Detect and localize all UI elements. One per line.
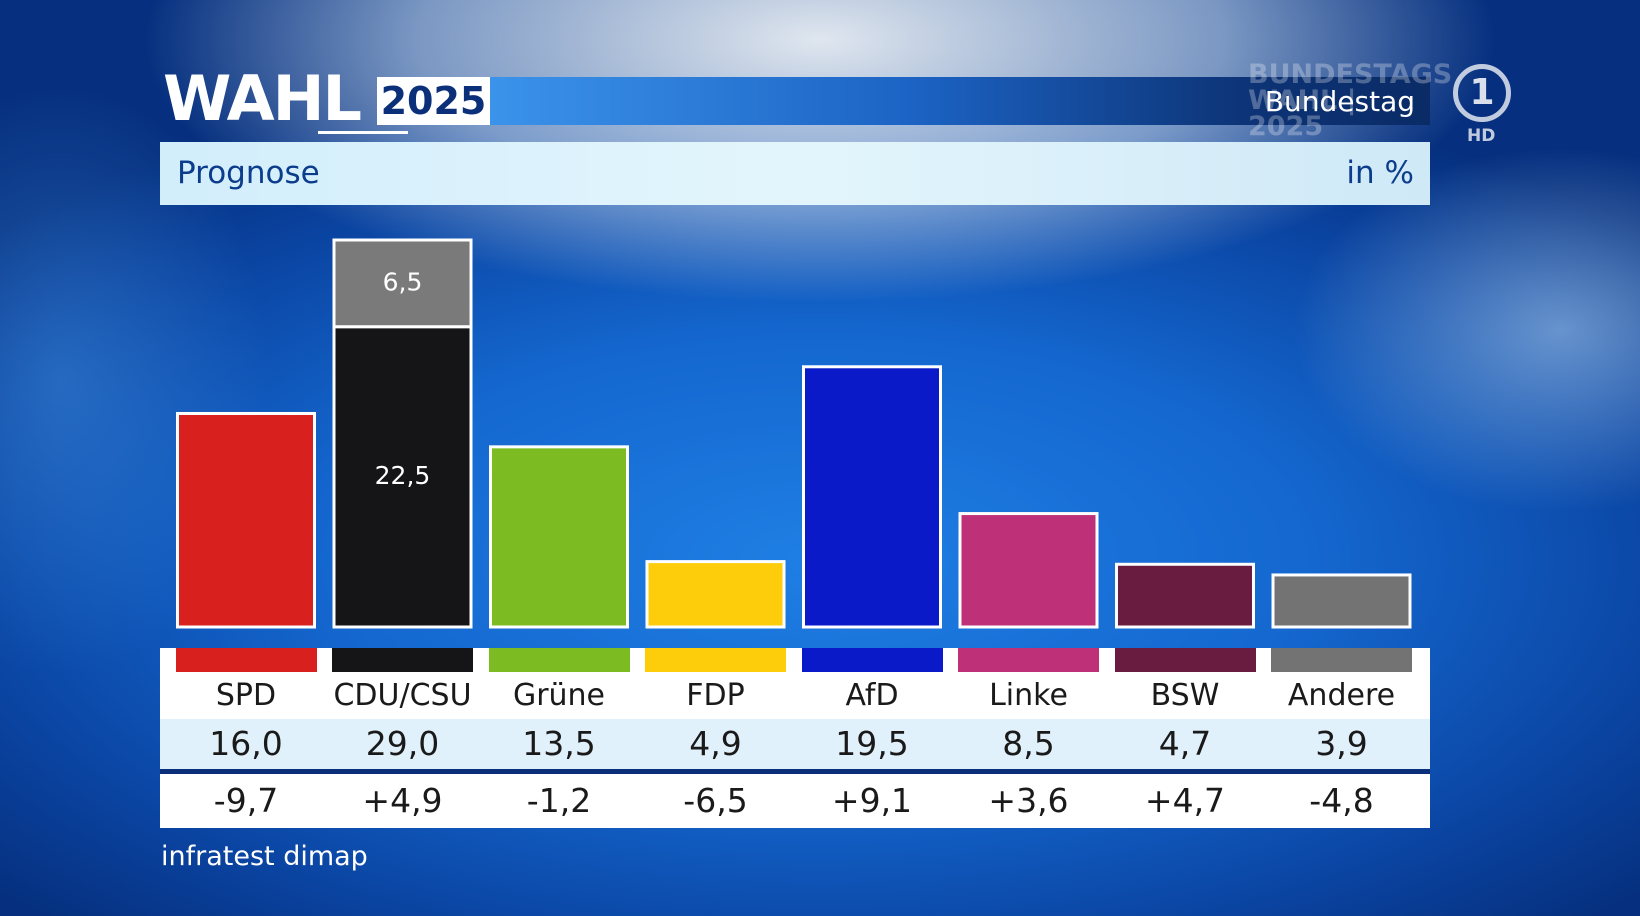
bar-bsw [1115,562,1255,629]
header-subtitle: Bundestag [1264,85,1415,118]
wahl-logo-text: WAHL [163,62,362,135]
bar-afd [802,365,942,629]
party-color-swatch-fdp [645,648,786,672]
party-color-swatch-afd [801,648,943,672]
party-name-afd: AfD [845,678,899,713]
party-color-swatch-cdu-csu [332,648,473,672]
party-value-cdu-csu: 29,0 [365,724,440,763]
party-name-linke: Linke [989,678,1068,713]
bar-fdp [645,560,786,629]
bundestagswahl-watermark: BUNDESTAGS WAHL | 2025 [1248,59,1453,142]
party-difference-cdu-csu: +4,9 [362,781,443,820]
party-name-spd: SPD [215,678,277,713]
party-value-linke: 8,5 [1002,724,1055,763]
hd-badge: HD [1467,126,1496,146]
das-erste-logo-icon: 1 [1453,64,1511,122]
source-note: infratest dimap [161,841,368,872]
party-value-bsw: 4,7 [1158,724,1212,763]
party-difference-linke: +3,6 [988,781,1069,820]
party-color-swatch-linke [958,648,1099,672]
bar-andere [1271,573,1412,629]
party-value-spd: 16,0 [209,724,283,763]
logo-underline [318,131,408,134]
bar-gruene [489,445,629,629]
wahl-logo-year: 2025 [377,77,490,125]
party-value-afd: 19,5 [835,724,909,763]
bar-spd [176,411,316,629]
party-name-fdp: FDP [686,678,745,713]
party-name-andere: Andere [1287,678,1396,713]
party-difference-bsw: +4,7 [1144,781,1226,820]
header-bar [490,77,1430,125]
bar-segment-label-csu: 6,5 [383,267,423,296]
bar-linke [958,512,1099,629]
party-color-swatch-gruene [488,648,630,672]
bar-segment-label-cdu: 22,5 [375,461,431,490]
party-color-swatch-bsw [1114,648,1256,672]
party-color-swatch-andere [1271,648,1412,672]
result-value-row: 16,0 29,0 13,5 4,9 19,5 8,5 4,7 3,9 [160,719,1430,769]
watermark-line-2: WAHL | 2025 [1248,85,1357,142]
party-name-bsw: BSW [1150,678,1220,713]
party-difference-afd: +9,1 [831,781,913,820]
party-name-row: SPD CDU/CSU Grüne FDP AfD Linke BSW Andere [160,648,1430,719]
chart-title: Prognose [177,155,320,191]
party-name-cdu-csu: CDU/CSU [333,678,472,713]
party-color-swatch-spd [175,648,317,672]
party-difference-andere: -4,8 [1309,781,1374,820]
row-divider [160,769,1430,774]
party-name-gruene: Grüne [512,678,606,713]
results-table: SPD CDU/CSU Grüne FDP AfD Linke BSW Andere 16,0… [160,648,1430,828]
watermark-line-1: BUNDESTAGS [1248,59,1453,90]
subheader-bar: Prognose in % [160,142,1430,205]
bar-cdu-segment [332,325,473,629]
difference-row: -9,7 +4,9 -1,2 -6,5 +9,1 +3,6 +4,7 -4,8 [160,774,1430,828]
bar-csu-segment [332,238,473,329]
party-difference-spd: -9,7 [213,781,279,820]
party-difference-fdp: -6,5 [683,781,748,820]
party-value-fdp: 4,9 [689,724,742,763]
party-difference-gruene: -1,2 [526,781,592,820]
bar-chart: 22,5 6,5 [176,238,1412,629]
party-value-gruene: 13,5 [522,724,596,763]
party-value-andere: 3,9 [1315,724,1368,763]
chart-unit: in % [1346,155,1414,191]
